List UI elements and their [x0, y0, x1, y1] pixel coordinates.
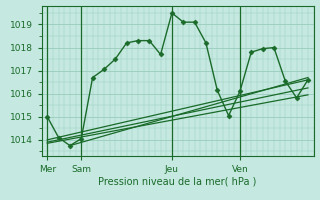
X-axis label: Pression niveau de la mer( hPa ): Pression niveau de la mer( hPa ): [99, 177, 257, 187]
